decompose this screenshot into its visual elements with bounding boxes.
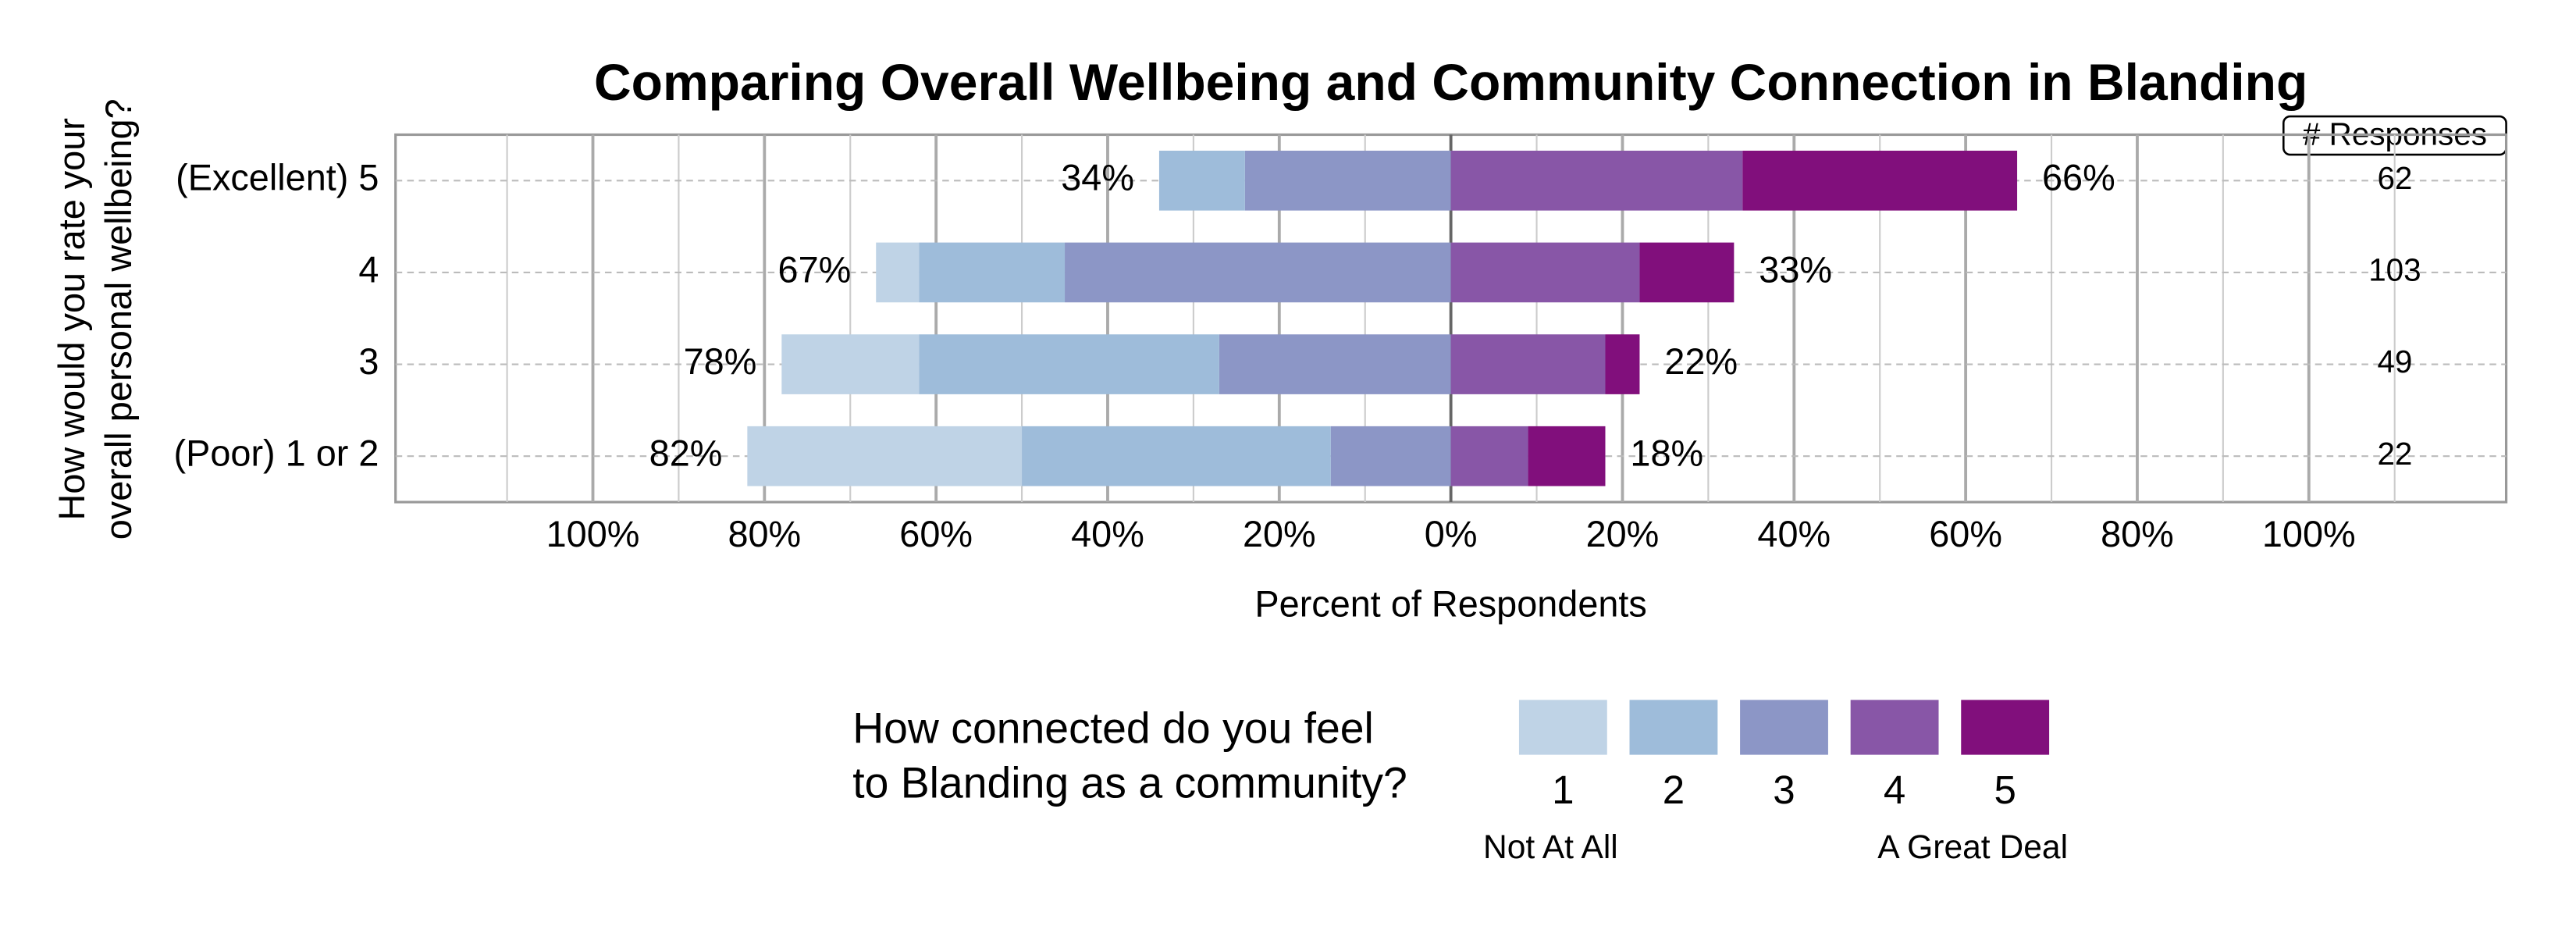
right-total-label: 18% xyxy=(1630,433,1703,474)
x-tick-label: 40% xyxy=(1071,514,1144,554)
right-total-label: 22% xyxy=(1664,341,1738,382)
bar-segment xyxy=(1330,426,1451,486)
bar-segment xyxy=(919,334,1219,394)
y-tick-label: 3 xyxy=(358,341,379,382)
bar-segment xyxy=(1065,242,1451,303)
x-tick-label: 80% xyxy=(2101,514,2174,554)
bar-segment xyxy=(919,242,1066,303)
x-tick-label: 100% xyxy=(546,514,640,554)
legend-low-label: Not At All xyxy=(1483,828,1618,866)
left-total-label: 34% xyxy=(1061,158,1134,198)
legend-title: to Blanding as a community? xyxy=(852,759,1407,807)
bar-segment xyxy=(747,426,1023,486)
legend-label: 3 xyxy=(1773,768,1795,812)
legend-swatch xyxy=(1629,700,1718,755)
x-tick-label: 0% xyxy=(1425,514,1478,554)
responses-count: 49 xyxy=(2377,344,2412,379)
x-tick-label: 40% xyxy=(1757,514,1831,554)
legend-swatch xyxy=(1961,700,2050,755)
x-tick-label: 100% xyxy=(2262,514,2356,554)
bar-segment xyxy=(1605,334,1640,394)
chart-title: Comparing Overall Wellbeing and Communit… xyxy=(594,53,2307,111)
y-tick-label: 4 xyxy=(358,249,379,290)
legend-swatch xyxy=(1518,700,1607,755)
bar-segment xyxy=(781,334,920,394)
bar-segment xyxy=(1742,150,2018,211)
bar-segment xyxy=(1158,150,1245,211)
x-tick-label: 20% xyxy=(1586,514,1660,554)
bar-segment xyxy=(1528,426,1606,486)
x-tick-label: 20% xyxy=(1243,514,1316,554)
right-total-label: 66% xyxy=(2042,158,2115,198)
bar-segment xyxy=(1219,334,1451,394)
x-tick-label: 80% xyxy=(728,514,801,554)
legend-swatch xyxy=(1740,700,1828,755)
left-total-label: 67% xyxy=(778,249,852,290)
responses-count: 103 xyxy=(2368,252,2421,288)
right-total-label: 33% xyxy=(1759,249,1832,290)
y-tick-label: (Poor) 1 or 2 xyxy=(174,433,379,474)
y-axis-label: overall personal wellbeing? xyxy=(98,98,139,540)
legend-label: 4 xyxy=(1884,768,1905,812)
responses-count: 22 xyxy=(2377,436,2412,472)
bar-segment xyxy=(1450,242,1640,303)
left-total-label: 78% xyxy=(684,341,757,382)
legend-label: 5 xyxy=(1994,768,2016,812)
legend-high-label: A Great Deal xyxy=(1877,828,2068,866)
legend-label: 1 xyxy=(1552,768,1574,812)
bar-segment xyxy=(876,242,920,303)
legend-swatch xyxy=(1850,700,1939,755)
x-tick-label: 60% xyxy=(1929,514,2002,554)
bar-segment xyxy=(1450,334,1606,394)
bar-segment xyxy=(1450,426,1528,486)
y-axis-label: How would you rate your xyxy=(52,118,92,520)
bar-segment xyxy=(1450,150,1743,211)
bar-segment xyxy=(1244,150,1451,211)
x-tick-label: 60% xyxy=(899,514,973,554)
legend-title: How connected do you feel xyxy=(852,704,1374,752)
bar-segment xyxy=(1639,242,1735,303)
legend-label: 2 xyxy=(1663,768,1685,812)
x-axis-label: Percent of Respondents xyxy=(1254,584,1646,625)
bar-segment xyxy=(1022,426,1331,486)
left-total-label: 82% xyxy=(649,433,723,474)
responses-count: 62 xyxy=(2377,160,2412,196)
y-tick-label: (Excellent) 5 xyxy=(176,158,379,198)
